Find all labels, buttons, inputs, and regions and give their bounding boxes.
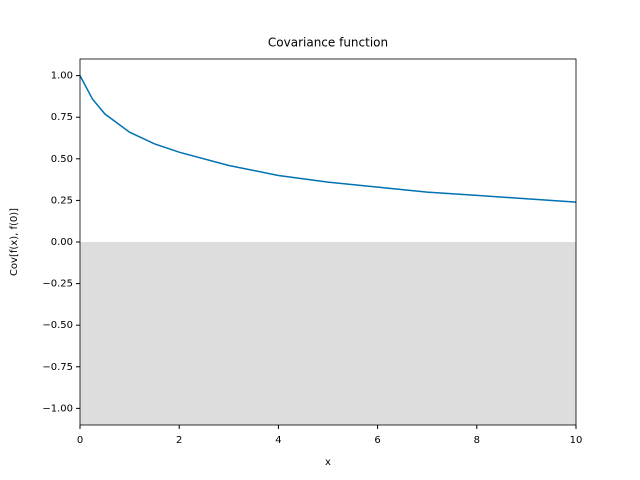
x-tick-label: 4: [275, 435, 281, 446]
y-tick-label: 1.00: [51, 71, 73, 82]
chart-title: Covariance function: [268, 36, 388, 50]
y-tick-label: 0.00: [51, 237, 73, 248]
x-tick-label: 8: [474, 435, 480, 446]
y-tick-label: 0.50: [51, 154, 73, 165]
plot-frame: [79, 58, 577, 426]
y-tick-label: 0.75: [51, 112, 73, 123]
line: [79, 75, 577, 203]
x-tick-label: 0: [77, 435, 83, 446]
y-tick-label: −1.00: [42, 403, 73, 414]
shaded-region: [80, 242, 576, 425]
y-tick-label: −0.75: [42, 362, 73, 373]
y-tick-label: −0.25: [42, 279, 73, 290]
y-tick-label: 0.25: [51, 195, 73, 206]
x-tick-label: 10: [570, 435, 583, 446]
y-axis-label: Cov[f(x), f(0)]: [9, 208, 20, 276]
x-axis-label: x: [325, 457, 331, 468]
x-tick-label: 6: [374, 435, 380, 446]
y-tick-label: −0.50: [42, 320, 73, 331]
x-tick-label: 2: [176, 435, 182, 446]
